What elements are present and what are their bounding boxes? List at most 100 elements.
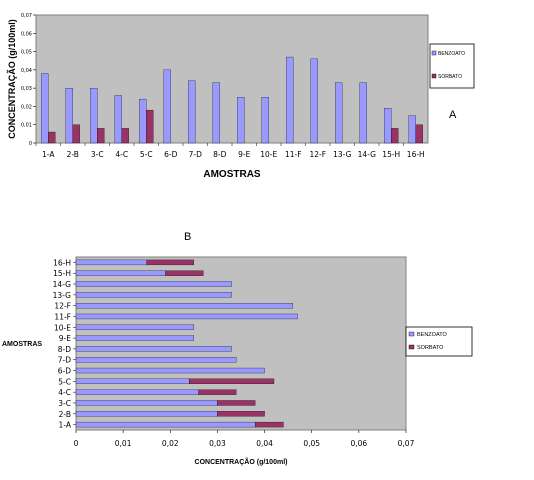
chart-a-bar-benzoato [261, 97, 269, 144]
chart-b-y-tick-label: 15-H [53, 269, 71, 278]
chart-b-bar-benzoato [75, 303, 294, 309]
chart-b-bar-benzoato [75, 313, 298, 320]
chart-a-y-tick-label: 0,01 [21, 123, 32, 129]
chart-a-bar-benzoato [41, 73, 49, 144]
chart-b-y-tick-label: 3-C [58, 399, 71, 408]
chart-a-x-axis-title: AMOSTRAS [203, 169, 261, 180]
chart-b-y-tick-label: 7-D [58, 356, 71, 365]
chart-a-x-tick-label: 2-B [67, 150, 79, 159]
chart-b: B AMOSTRAS CONCENTRAÇÃO (g/100ml) BENZOA… [2, 231, 473, 466]
chart-a-bar-sorbato [97, 128, 105, 144]
chart-a-y-tick-label: 0,02 [21, 104, 32, 110]
chart-a-bar-benzoato [335, 82, 343, 144]
chart-a: CONCENTRAÇÃO (g/100ml) AMOSTRAS BENZOATO… [7, 14, 475, 180]
chart-b-y-tick-label: 8-D [58, 345, 71, 354]
chart-b-y-tick-label: 1-A [59, 421, 72, 430]
chart-a-bar-benzoato [90, 87, 98, 144]
chart-a-x-tick-label: 11-F [285, 150, 302, 159]
chart-b-bar-benzoato [75, 378, 190, 384]
chart-b-x-tick-label: 0,07 [398, 439, 415, 448]
chart-a-bar-benzoato [65, 87, 73, 144]
chart-a-bar-benzoato [212, 82, 220, 144]
chart-b-bar-benzoato [75, 292, 232, 298]
chart-b-bar-benzoato [75, 357, 237, 363]
chart-a-bar-sorbato [146, 109, 154, 144]
chart-a-bar-sorbato [48, 131, 56, 144]
chart-a-x-tick-label: 5-C [140, 150, 153, 159]
chart-b-y-tick-label: 4-C [58, 388, 71, 397]
chart-b-y-tick-label: 9-E [59, 334, 71, 343]
chart-a-panel-label: A [449, 109, 457, 121]
chart-a-x-tick-label: 14-G [358, 150, 377, 159]
chart-b-bar-benzoato [75, 270, 166, 276]
chart-a-x-tick-label: 13-G [333, 150, 352, 159]
chart-b-x-tick-label: 0,05 [303, 439, 320, 448]
chart-a-bar-benzoato [114, 95, 122, 144]
chart-a-y-tick-label: 0,05 [21, 50, 32, 56]
chart-b-y-tick-label: 5-C [58, 377, 71, 386]
chart-a-legend-swatch-sorbato [431, 73, 437, 79]
chart-b-y-tick-label: 14-G [53, 280, 72, 289]
chart-a-bar-benzoato [286, 56, 294, 144]
chart-a-bar-benzoato [359, 82, 367, 144]
chart-a-legend [429, 43, 475, 89]
chart-b-y-tick-label: 12-F [54, 302, 71, 311]
chart-b-x-tick-label: 0,04 [256, 439, 273, 448]
chart-a-x-tick-label: 10-E [260, 150, 277, 159]
chart-b-x-tick-label: 0,01 [115, 439, 132, 448]
chart-b-x-tick-label: 0 [74, 439, 79, 448]
chart-a-x-tick-label: 1-A [42, 150, 55, 159]
chart-a-y-axis-title: CONCENTRAÇÃO (g/100ml) [7, 19, 17, 139]
chart-b-bar-sorbato [198, 389, 237, 395]
chart-a-bar-benzoato [139, 98, 147, 144]
chart-b-y-tick-label: 2-B [59, 410, 71, 419]
chart-a-y-tick-label: 0,06 [21, 31, 32, 37]
chart-b-legend-swatch-benzoato [408, 331, 415, 337]
chart-a-x-tick-label: 7-D [189, 150, 202, 159]
chart-a-x-tick-label: 8-D [213, 150, 226, 159]
chart-a-bar-benzoato [163, 69, 171, 144]
chart-a-y-tick-label: 0,03 [21, 86, 32, 92]
chart-a-x-tick-label: 9-E [238, 150, 250, 159]
chart-b-bar-benzoato [75, 335, 195, 341]
chart-a-y-tick-label: 0 [29, 141, 32, 147]
chart-b-x-axis-title: CONCENTRAÇÃO (g/100ml) [195, 457, 288, 466]
chart-a-legend-label-sorbato: SORBATO [438, 74, 462, 80]
chart-b-y-tick-label: 11-F [54, 312, 71, 321]
chart-b-bar-benzoato [75, 346, 232, 352]
chart-b-legend-label-sorbato: SORBATO [417, 345, 444, 351]
chart-b-y-tick-label: 6-D [58, 367, 71, 376]
chart-a-bar-benzoato [384, 108, 392, 144]
chart-a-bar-benzoato [408, 115, 416, 144]
chart-b-x-tick-label: 0,03 [209, 439, 226, 448]
chart-b-bar-benzoato [75, 259, 147, 266]
chart-b-legend-label-benzoato: BENZOATO [417, 332, 447, 338]
chart-a-x-tick-label: 12-F [309, 150, 326, 159]
chart-a-x-tick-label: 4-C [115, 150, 128, 159]
chart-a-x-tick-label: 15-H [382, 150, 400, 159]
chart-a-x-tick-label: 16-H [407, 150, 425, 159]
chart-a-bar-benzoato [188, 80, 196, 144]
chart-a-y-tick-label: 0,07 [21, 13, 32, 19]
chart-a-y-tick-label: 0,04 [21, 68, 32, 74]
chart-b-bar-benzoato [75, 389, 199, 395]
chart-b-x-tick-label: 0,06 [351, 439, 368, 448]
chart-b-y-tick-label: 10-E [54, 323, 71, 332]
chart-b-y-axis-title: AMOSTRAS [2, 341, 42, 348]
chart-a-bar-benzoato [310, 58, 318, 144]
chart-a-x-tick-label: 3-C [91, 150, 104, 159]
chart-a-bar-sorbato [415, 124, 423, 144]
chart-a-x-tick-label: 6-D [164, 150, 177, 159]
chart-a-bar-sorbato [121, 128, 129, 144]
chart-b-bar-benzoato [75, 324, 195, 330]
chart-a-legend-label-benzoato: BENZOATO [438, 51, 465, 57]
chart-b-bar-sorbato [146, 259, 195, 266]
chart-b-x-tick-label: 0,02 [162, 439, 179, 448]
chart-b-bar-benzoato [75, 411, 218, 417]
chart-b-legend [405, 326, 473, 357]
chart-b-bar-benzoato [75, 281, 232, 287]
chart-b-panel-label: B [184, 231, 191, 243]
chart-b-bar-benzoato [75, 367, 265, 374]
